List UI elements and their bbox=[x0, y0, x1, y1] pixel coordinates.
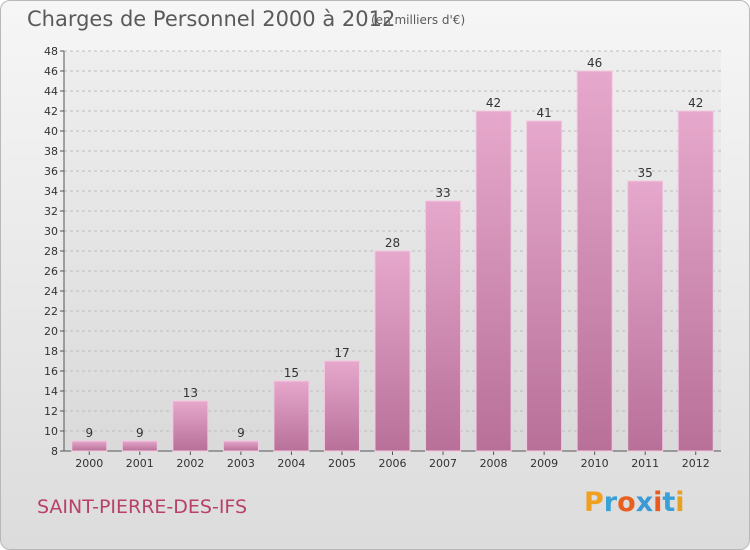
y-tick-label: 18 bbox=[44, 345, 58, 358]
bar bbox=[273, 380, 310, 452]
y-tick-label: 26 bbox=[44, 265, 58, 278]
bar bbox=[526, 120, 563, 452]
proxiti-logo[interactable]: Proxiti bbox=[584, 487, 685, 518]
logo-letter: o bbox=[617, 487, 636, 518]
bar bbox=[71, 440, 108, 452]
bar-value-label: 46 bbox=[587, 56, 602, 70]
logo-letter: P bbox=[584, 487, 604, 518]
bar bbox=[475, 110, 512, 452]
bar-value-label: 42 bbox=[688, 96, 703, 110]
x-tick-label: 2010 bbox=[581, 457, 609, 470]
logo-letter: r bbox=[603, 487, 618, 518]
x-tick-label: 2005 bbox=[328, 457, 356, 470]
bar-value-label: 33 bbox=[435, 186, 450, 200]
y-tick-label: 38 bbox=[44, 145, 58, 158]
y-tick-label: 14 bbox=[44, 385, 58, 398]
bar bbox=[172, 400, 209, 452]
y-tick-label: 34 bbox=[44, 185, 58, 198]
x-tick-label: 2012 bbox=[682, 457, 710, 470]
bar-value-label: 9 bbox=[85, 426, 93, 440]
chart-title: Charges de Personnel 2000 à 2012 bbox=[27, 7, 396, 31]
bar-value-label: 35 bbox=[638, 166, 653, 180]
y-tick-label: 12 bbox=[44, 405, 58, 418]
x-tick-label: 2006 bbox=[379, 457, 407, 470]
x-tick-label: 2001 bbox=[126, 457, 154, 470]
y-tick-label: 46 bbox=[44, 65, 58, 78]
logo-letter: t bbox=[662, 487, 676, 518]
bar-value-label: 41 bbox=[536, 106, 551, 120]
city-name: SAINT-PIERRE-DES-IFS bbox=[37, 496, 248, 518]
bar bbox=[222, 440, 259, 452]
logo-letter: i bbox=[653, 487, 663, 518]
x-tick-label: 2011 bbox=[631, 457, 659, 470]
bar-value-label: 42 bbox=[486, 96, 501, 110]
y-tick-label: 36 bbox=[44, 165, 58, 178]
bar-value-label: 13 bbox=[183, 386, 198, 400]
logo-letter: i bbox=[675, 487, 685, 518]
y-tick-label: 28 bbox=[44, 245, 58, 258]
bar bbox=[374, 250, 411, 452]
bar bbox=[425, 200, 462, 452]
bar bbox=[627, 180, 664, 452]
bar-value-label: 17 bbox=[334, 346, 349, 360]
bar bbox=[576, 70, 613, 452]
y-tick-label: 48 bbox=[44, 45, 58, 58]
bar bbox=[121, 440, 158, 452]
logo-letter: x bbox=[635, 487, 654, 518]
y-tick-label: 20 bbox=[44, 325, 58, 338]
bar-value-label: 28 bbox=[385, 236, 400, 250]
x-tick-label: 2000 bbox=[75, 457, 103, 470]
x-tick-label: 2009 bbox=[530, 457, 558, 470]
y-tick-label: 44 bbox=[44, 85, 58, 98]
x-tick-label: 2002 bbox=[176, 457, 204, 470]
y-tick-label: 24 bbox=[44, 285, 58, 298]
x-tick-label: 2008 bbox=[480, 457, 508, 470]
y-tick-label: 16 bbox=[44, 365, 58, 378]
y-tick-label: 32 bbox=[44, 205, 58, 218]
bar bbox=[323, 360, 360, 452]
bar bbox=[677, 110, 714, 452]
label-layer: 8 10 12 14 16 18 20 22 24 26 28 30 32 34 36 38 40 42 44 46 4… bbox=[44, 45, 710, 470]
bar-value-label: 9 bbox=[136, 426, 144, 440]
chart-subtitle: (en milliers d'€) bbox=[371, 13, 466, 27]
bar-layer bbox=[71, 70, 714, 452]
bar-value-label: 15 bbox=[284, 366, 299, 380]
y-tick-label: 8 bbox=[51, 445, 58, 458]
bar-value-label: 9 bbox=[237, 426, 245, 440]
x-tick-label: 2004 bbox=[277, 457, 305, 470]
x-tick-label: 2003 bbox=[227, 457, 255, 470]
y-tick-label: 40 bbox=[44, 125, 58, 138]
y-tick-label: 30 bbox=[44, 225, 58, 238]
y-tick-label: 42 bbox=[44, 105, 58, 118]
y-tick-label: 10 bbox=[44, 425, 58, 438]
x-tick-label: 2007 bbox=[429, 457, 457, 470]
y-tick-label: 22 bbox=[44, 305, 58, 318]
